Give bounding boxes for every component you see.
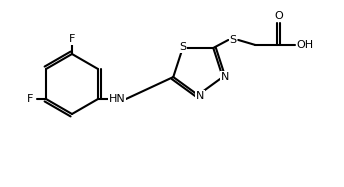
Text: N: N (196, 91, 204, 101)
Text: OH: OH (297, 40, 314, 50)
Text: N: N (221, 72, 229, 82)
Text: HN: HN (109, 94, 125, 104)
Text: S: S (179, 42, 186, 52)
Text: S: S (230, 35, 237, 45)
Text: O: O (274, 11, 283, 21)
Text: F: F (69, 34, 75, 44)
Text: F: F (27, 94, 33, 104)
